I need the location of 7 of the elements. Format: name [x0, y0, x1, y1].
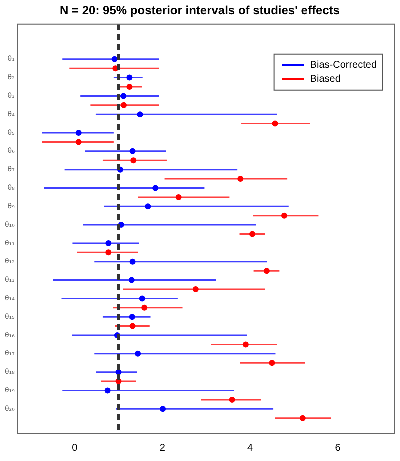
- legend-label: Biased: [310, 74, 341, 86]
- x-tick-label: 6: [335, 442, 342, 454]
- legend-label: Bias-Corrected: [310, 60, 378, 72]
- chart-title: N = 20: 95% posterior intervals of studies' effects: [60, 4, 340, 18]
- x-tick-label: 2: [160, 442, 166, 454]
- x-tick-label: 4: [248, 442, 254, 454]
- x-tick-label: 0: [72, 442, 78, 454]
